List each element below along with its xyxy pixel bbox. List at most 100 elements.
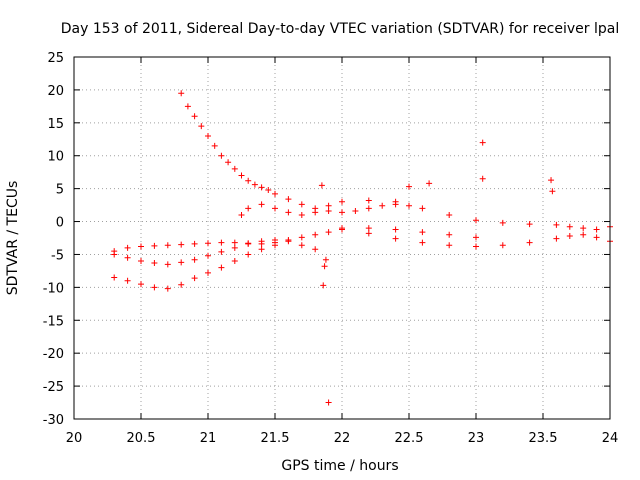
data-point bbox=[392, 198, 399, 205]
data-point bbox=[298, 201, 305, 208]
x-tick-label: 22.5 bbox=[395, 431, 424, 446]
data-point bbox=[446, 231, 453, 238]
data-point bbox=[392, 235, 399, 242]
chart-title: Day 153 of 2011, Sidereal Day-to-day VTE… bbox=[61, 21, 619, 37]
data-point bbox=[258, 246, 265, 253]
x-tick-label: 23 bbox=[468, 431, 485, 446]
data-point bbox=[238, 211, 245, 218]
data-point bbox=[379, 202, 386, 209]
data-point bbox=[285, 196, 292, 203]
data-point bbox=[365, 205, 372, 212]
data-point bbox=[205, 252, 211, 259]
data-point bbox=[473, 243, 479, 250]
data-point bbox=[392, 226, 399, 233]
data-point bbox=[553, 221, 560, 228]
data-point bbox=[473, 234, 479, 241]
data-point bbox=[325, 399, 332, 406]
data-point bbox=[473, 217, 479, 224]
data-point bbox=[553, 235, 560, 242]
data-point bbox=[479, 139, 486, 146]
x-tick-label: 20 bbox=[66, 431, 83, 446]
data-point bbox=[325, 229, 332, 236]
data-point bbox=[198, 123, 205, 130]
data-point bbox=[322, 256, 329, 263]
y-axis-label: SDTVAR / TECUs bbox=[5, 181, 21, 296]
data-point bbox=[151, 284, 158, 291]
data-point bbox=[321, 263, 328, 270]
data-point bbox=[178, 90, 185, 97]
data-point bbox=[339, 225, 345, 232]
data-point bbox=[164, 261, 171, 268]
data-point bbox=[205, 240, 211, 247]
y-tick-label: 15 bbox=[47, 117, 64, 132]
data-point bbox=[318, 182, 325, 189]
data-point bbox=[298, 211, 305, 218]
series-satellite-track-3 bbox=[111, 242, 278, 292]
data-point bbox=[499, 242, 506, 249]
data-point bbox=[178, 281, 185, 288]
data-point bbox=[138, 243, 144, 250]
data-point bbox=[111, 274, 118, 281]
data-point bbox=[231, 165, 238, 172]
x-tick-label: 21 bbox=[200, 431, 217, 446]
data-point bbox=[298, 234, 305, 241]
data-point bbox=[245, 251, 252, 258]
data-points bbox=[111, 90, 613, 406]
data-point bbox=[218, 152, 225, 159]
data-point bbox=[580, 225, 587, 232]
x-tick-labels: 20 20.5 21 21.5 22 22.5 23 23.5 24 bbox=[66, 431, 619, 446]
data-point bbox=[285, 209, 292, 216]
x-tick-label: 22 bbox=[334, 431, 351, 446]
data-point bbox=[446, 242, 453, 249]
y-tick-labels: -30 -25 -20 -15 -10 -5 0 5 10 15 20 25 bbox=[43, 51, 64, 428]
data-point bbox=[312, 231, 319, 238]
data-point bbox=[272, 205, 278, 212]
series-satellite-track-4 bbox=[111, 225, 479, 255]
data-point bbox=[251, 181, 258, 188]
y-tick-label: 25 bbox=[47, 51, 64, 66]
data-point bbox=[164, 242, 171, 249]
data-point bbox=[298, 242, 305, 249]
data-point bbox=[205, 269, 211, 276]
data-point bbox=[593, 226, 600, 233]
data-point bbox=[285, 236, 292, 243]
y-tick-label: -10 bbox=[43, 281, 64, 296]
x-tick-label: 20.5 bbox=[127, 431, 156, 446]
data-point bbox=[499, 219, 506, 226]
data-point bbox=[124, 277, 131, 284]
data-point bbox=[352, 208, 359, 215]
x-tick-label: 24 bbox=[602, 431, 619, 446]
y-tick-label: -25 bbox=[43, 380, 64, 395]
data-point bbox=[526, 221, 533, 228]
data-point bbox=[526, 239, 533, 246]
data-point bbox=[265, 186, 272, 193]
data-point bbox=[406, 202, 412, 209]
data-point bbox=[258, 184, 265, 191]
data-point bbox=[218, 248, 225, 255]
data-point bbox=[191, 275, 198, 282]
x-tick-label: 23.5 bbox=[529, 431, 558, 446]
data-point bbox=[258, 240, 265, 247]
series-satellite-track-6 bbox=[339, 225, 613, 250]
data-point bbox=[164, 285, 171, 292]
data-point bbox=[231, 258, 238, 265]
data-point bbox=[548, 177, 555, 184]
ticks bbox=[73, 56, 611, 420]
grid bbox=[74, 57, 610, 419]
data-point bbox=[218, 239, 225, 246]
series-satellite-track-1 bbox=[178, 90, 412, 216]
series-outliers bbox=[318, 139, 556, 406]
data-point bbox=[218, 264, 225, 271]
data-point bbox=[191, 240, 198, 247]
data-point bbox=[231, 244, 238, 251]
data-point bbox=[151, 260, 158, 267]
data-point bbox=[566, 233, 573, 240]
data-point bbox=[238, 172, 245, 179]
data-point bbox=[549, 188, 556, 195]
data-point bbox=[191, 256, 198, 263]
data-point bbox=[365, 230, 372, 237]
data-point bbox=[419, 205, 426, 212]
data-point bbox=[184, 103, 191, 110]
